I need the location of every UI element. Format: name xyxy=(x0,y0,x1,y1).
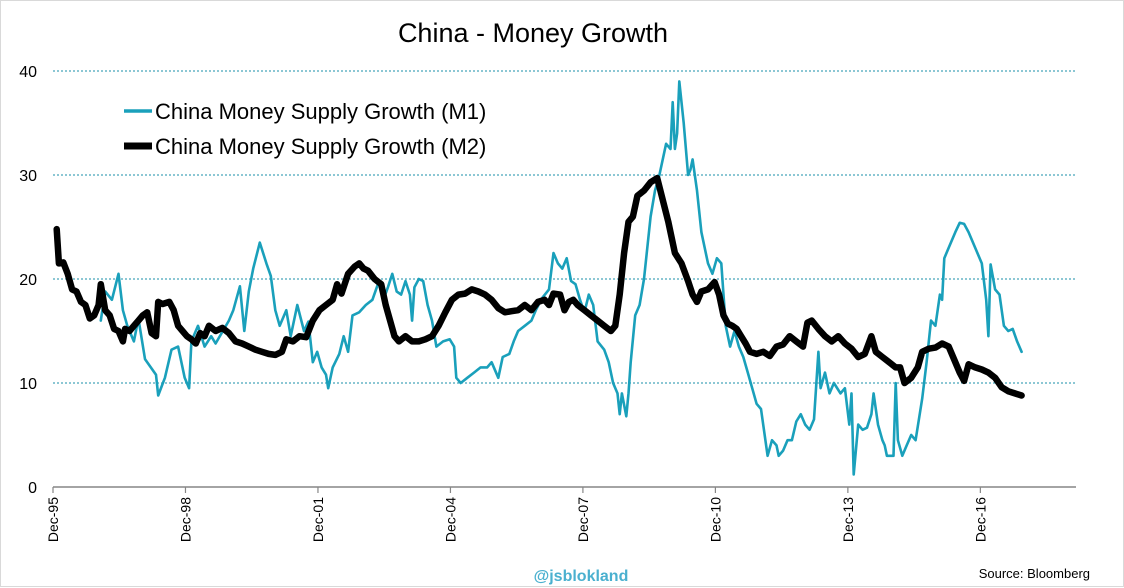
x-tick-label-Dec-13: Dec-13 xyxy=(840,497,856,542)
legend-label-m2: China Money Supply Growth (M2) xyxy=(155,134,486,159)
legend: China Money Supply Growth (M1) China Mon… xyxy=(124,99,486,159)
source-note: Source: Bloomberg xyxy=(979,566,1090,581)
x-tick-label-Dec-07: Dec-07 xyxy=(575,497,591,542)
x-tick-label-Dec-95: Dec-95 xyxy=(45,497,61,542)
x-tick-label-Dec-04: Dec-04 xyxy=(442,497,458,542)
y-tick-label-20: 20 xyxy=(19,272,37,289)
y-tick-label-30: 30 xyxy=(19,168,37,185)
y-tick-label-10: 10 xyxy=(19,376,37,393)
series-line-m2 xyxy=(53,174,1025,399)
legend-label-m1: China Money Supply Growth (M1) xyxy=(155,99,486,124)
x-tick-label-Dec-98: Dec-98 xyxy=(177,497,193,542)
series-line-m1 xyxy=(99,80,1023,476)
y-tick-label-40: 40 xyxy=(19,64,37,81)
author-credit: @jsblokland xyxy=(534,568,629,585)
y-axis-ticks: 0 10 20 30 40 xyxy=(19,64,37,497)
x-axis-ticks: Dec-95 Dec-98 Dec-01 Dec-04 Dec-07 Dec-10 Dec-… xyxy=(45,487,988,542)
x-tick-label-Dec-10: Dec-10 xyxy=(707,497,723,542)
x-tick-label-Dec-01: Dec-01 xyxy=(310,497,326,542)
series-group xyxy=(53,80,1025,476)
x-tick-label-Dec-16: Dec-16 xyxy=(972,497,988,542)
y-tick-label-0: 0 xyxy=(28,480,37,497)
chart-title: China - Money Growth xyxy=(398,18,668,48)
